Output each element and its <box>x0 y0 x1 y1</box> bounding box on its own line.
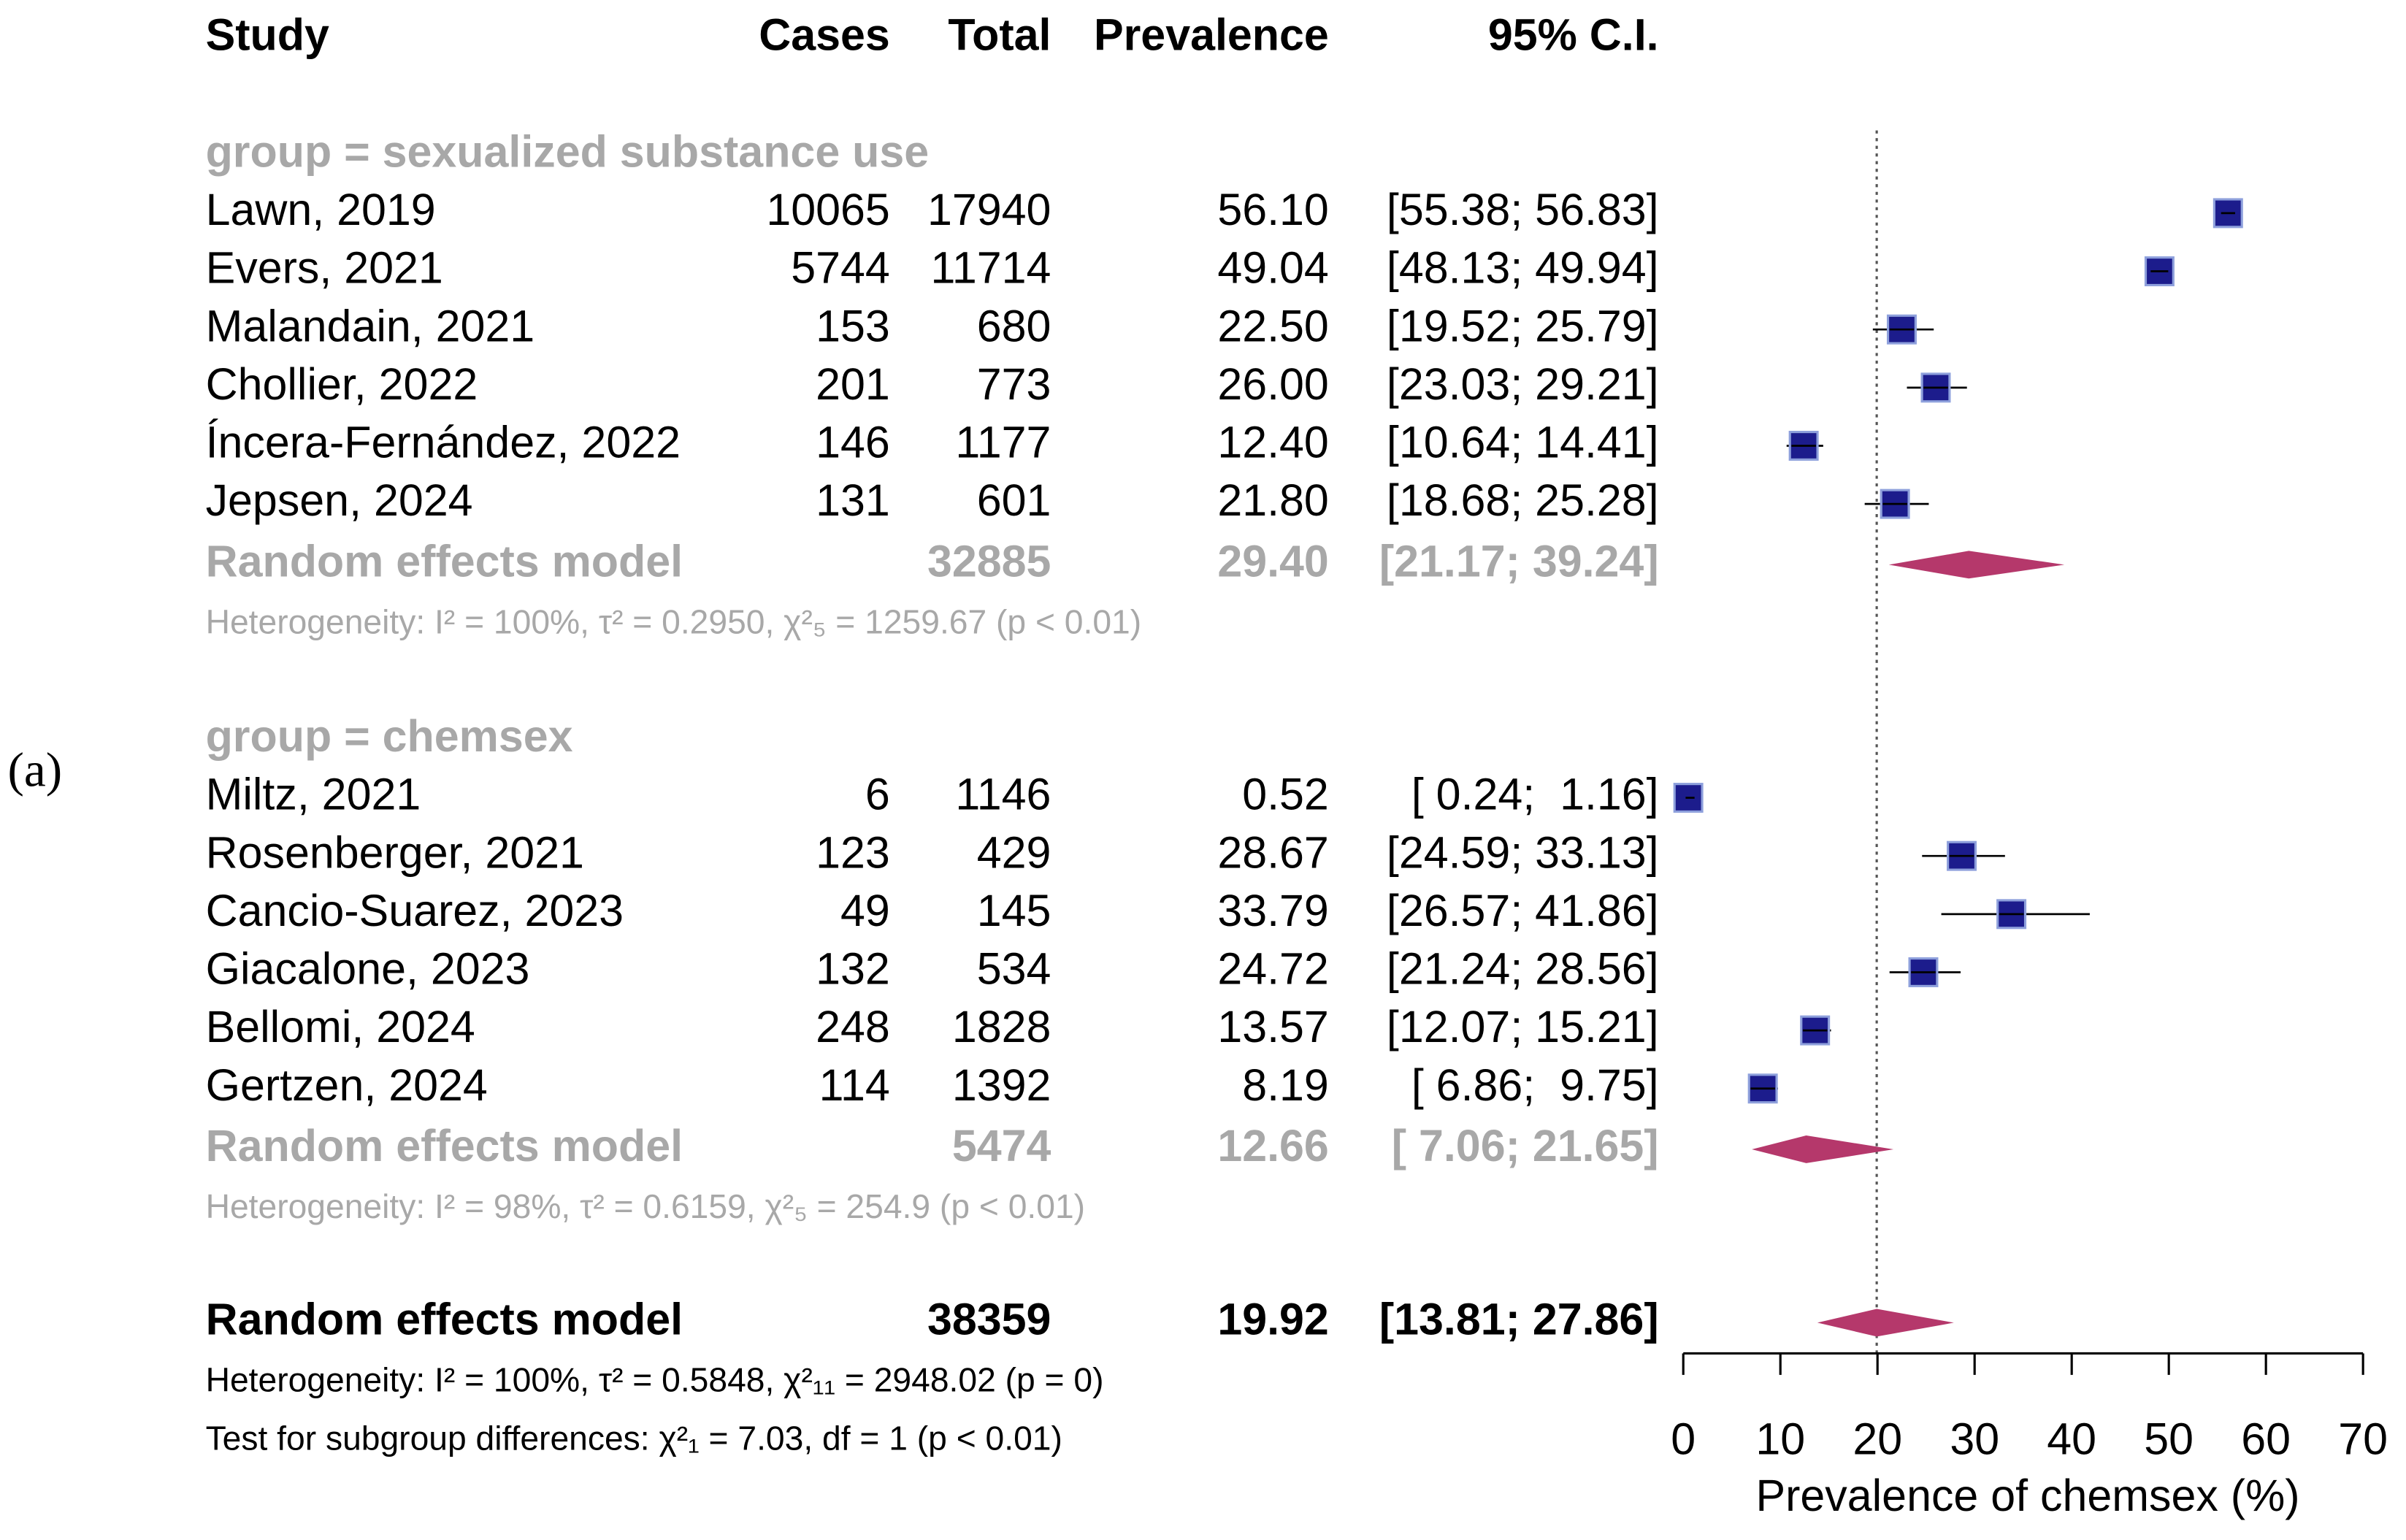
confidence-interval: [10.64; 14.41] <box>1387 418 1659 467</box>
x-tick-label: 30 <box>1950 1414 1999 1463</box>
prevalence: 8.19 <box>1242 1060 1329 1110</box>
confidence-interval: [18.68; 25.28] <box>1387 475 1659 525</box>
heterogeneity: Heterogeneity: I² = 100%, τ² = 0.2950, χ… <box>206 603 1142 641</box>
cases: 49 <box>840 886 890 935</box>
study-name: Lawn, 2019 <box>206 185 436 234</box>
cases: 153 <box>816 301 890 350</box>
total: 773 <box>977 359 1051 409</box>
confidence-interval: [26.57; 41.86] <box>1387 886 1659 935</box>
cases: 131 <box>816 475 890 525</box>
study-name: Random effects model <box>206 536 683 586</box>
prevalence: 21.80 <box>1217 475 1329 525</box>
x-tick-label: 10 <box>1755 1414 1805 1463</box>
prevalence: 28.67 <box>1217 827 1329 877</box>
cases: 10065 <box>766 185 889 234</box>
total: 11714 <box>931 243 1051 293</box>
prevalence: 0.52 <box>1242 770 1329 819</box>
prevalence: 49.04 <box>1217 243 1329 293</box>
confidence-interval: [13.81; 27.86] <box>1379 1295 1659 1344</box>
total: 17940 <box>927 185 1051 234</box>
study-name: Gertzen, 2024 <box>206 1060 488 1110</box>
diamond <box>1817 1309 1954 1337</box>
study-name: Random effects model <box>206 1295 683 1344</box>
cases: 132 <box>816 944 890 994</box>
total: 429 <box>977 827 1051 877</box>
study-name: Malandain, 2021 <box>206 301 535 350</box>
prevalence: 33.79 <box>1217 886 1329 935</box>
column-header: Study <box>206 10 329 60</box>
study-name: Giacalone, 2023 <box>206 944 530 994</box>
prevalence: 22.50 <box>1217 301 1329 350</box>
cases: 123 <box>816 827 890 877</box>
prevalence: 13.57 <box>1217 1002 1329 1051</box>
study-name: Bellomi, 2024 <box>206 1002 475 1051</box>
study-name: Chollier, 2022 <box>206 359 478 409</box>
confidence-interval: [ 7.06; 21.65] <box>1392 1121 1659 1171</box>
cases: 146 <box>816 418 890 467</box>
subgroup-test: Test for subgroup differences: χ²₁ = 7.0… <box>206 1419 1062 1457</box>
column-header: Cases <box>759 10 890 60</box>
confidence-interval: [23.03; 29.21] <box>1387 359 1659 409</box>
diamond <box>1752 1135 1894 1163</box>
group-title: group = chemsex <box>206 711 573 761</box>
total: 1177 <box>955 418 1051 467</box>
study-name: Rosenberger, 2021 <box>206 827 584 877</box>
x-tick-label: 60 <box>2241 1414 2291 1463</box>
confidence-interval: [24.59; 33.13] <box>1387 827 1659 877</box>
confidence-interval: [55.38; 56.83] <box>1387 185 1659 234</box>
total: 601 <box>977 475 1051 525</box>
column-header: 95% C.I. <box>1488 10 1659 60</box>
column-header: Prevalence <box>1094 10 1329 60</box>
total: 38359 <box>927 1295 1051 1344</box>
cases: 5744 <box>791 243 890 293</box>
heterogeneity: Heterogeneity: I² = 100%, τ² = 0.5848, χ… <box>206 1361 1104 1399</box>
study-name: Jepsen, 2024 <box>206 475 473 525</box>
prevalence: 19.92 <box>1217 1295 1329 1344</box>
study-box <box>1673 783 1704 813</box>
x-tick-label: 50 <box>2144 1414 2194 1463</box>
x-tick-label: 20 <box>1853 1414 1902 1463</box>
x-tick-label: 40 <box>2047 1414 2096 1463</box>
cases: 201 <box>816 359 890 409</box>
confidence-interval: [ 0.24; 1.16] <box>1411 770 1659 819</box>
prevalence: 12.66 <box>1217 1121 1329 1171</box>
total: 1146 <box>955 770 1051 819</box>
panel-label: (a) <box>8 743 63 797</box>
heterogeneity: Heterogeneity: I² = 98%, τ² = 0.6159, χ²… <box>206 1187 1085 1225</box>
x-tick-label: 70 <box>2338 1414 2388 1463</box>
prevalence: 29.40 <box>1217 536 1329 586</box>
total: 1828 <box>952 1002 1051 1051</box>
prevalence: 26.00 <box>1217 359 1329 409</box>
confidence-interval: [21.24; 28.56] <box>1387 944 1659 994</box>
total: 5474 <box>952 1121 1051 1171</box>
total: 680 <box>977 301 1051 350</box>
study-name: Random effects model <box>206 1121 683 1171</box>
group-title: group = sexualized substance use <box>206 126 930 176</box>
prevalence: 12.40 <box>1217 418 1329 467</box>
confidence-interval: [48.13; 49.94] <box>1387 243 1659 293</box>
study-name: Miltz, 2021 <box>206 770 421 819</box>
x-tick-label: 0 <box>1671 1414 1696 1463</box>
confidence-interval: [12.07; 15.21] <box>1387 1002 1659 1051</box>
cases: 6 <box>865 770 890 819</box>
study-name: Cancio-Suarez, 2023 <box>206 886 624 935</box>
study-name: Íncera-Fernández, 2022 <box>206 418 681 467</box>
confidence-interval: [ 6.86; 9.75] <box>1411 1060 1659 1110</box>
prevalence: 24.72 <box>1217 944 1329 994</box>
diamond <box>1888 551 2065 579</box>
total: 32885 <box>927 536 1051 586</box>
total: 145 <box>977 886 1051 935</box>
column-header: Total <box>948 10 1051 60</box>
confidence-interval: [21.17; 39.24] <box>1379 536 1659 586</box>
confidence-interval: [19.52; 25.79] <box>1387 301 1659 350</box>
total: 1392 <box>952 1060 1051 1110</box>
prevalence: 56.10 <box>1217 185 1329 234</box>
total: 534 <box>977 944 1051 994</box>
x-axis-title: Prevalence of chemsex (%) <box>1755 1471 2299 1520</box>
study-name: Evers, 2021 <box>206 243 443 293</box>
cases: 248 <box>816 1002 890 1051</box>
cases: 114 <box>819 1060 890 1110</box>
